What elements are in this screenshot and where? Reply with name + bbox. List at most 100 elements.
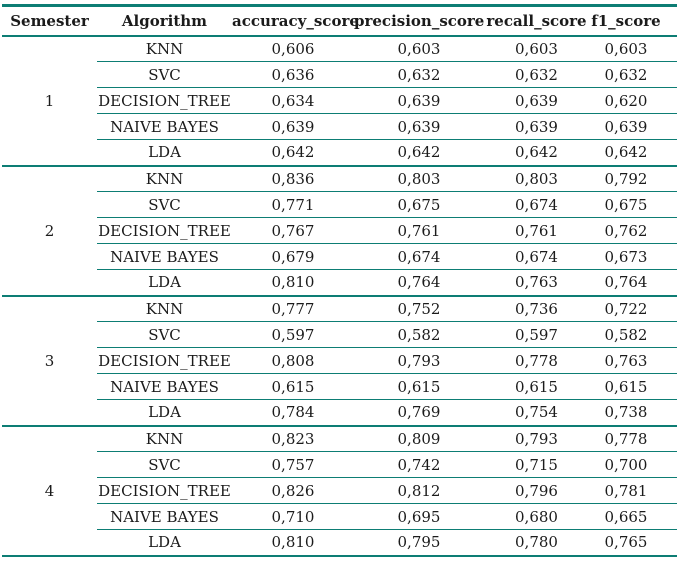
accuracy-score-cell: 0,636 <box>232 61 354 88</box>
f1-score-cell: 0,673 <box>589 243 677 270</box>
f1-score-cell: 0,642 <box>589 139 677 167</box>
recall-score-cell: 0,639 <box>484 87 589 114</box>
f1-score-cell: 0,781 <box>589 477 677 504</box>
f1-score-cell: 0,792 <box>589 165 677 192</box>
table-row: LDA 0,810 0,795 0,780 0,765 <box>2 529 677 557</box>
table-row: 2 KNN 0,836 0,803 0,803 0,792 <box>2 165 677 297</box>
precision-score-cell: 0,764 <box>354 269 484 297</box>
f1-score-cell: 0,665 <box>589 503 677 530</box>
f1-score-cell: 0,722 <box>589 295 677 322</box>
algorithm-cell: DECISION_TREE <box>97 347 232 374</box>
recall-score-cell: 0,642 <box>484 139 589 167</box>
precision-score-cell: 0,674 <box>354 243 484 270</box>
accuracy-score-cell: 0,777 <box>232 295 354 322</box>
precision-score-cell: 0,695 <box>354 503 484 530</box>
precision-score-cell: 0,615 <box>354 373 484 400</box>
column-header-accuracy-score: accuracy_score <box>232 4 359 37</box>
precision-score-cell: 0,793 <box>354 347 484 374</box>
semester-cell: 4 <box>2 425 97 557</box>
recall-score-cell: 0,603 <box>484 35 589 62</box>
precision-score-cell: 0,603 <box>354 35 484 62</box>
semester-cell: 1 <box>2 35 97 167</box>
f1-score-cell: 0,765 <box>589 529 677 557</box>
precision-score-cell: 0,795 <box>354 529 484 557</box>
precision-score-cell: 0,675 <box>354 191 484 218</box>
precision-score-cell: 0,639 <box>354 113 484 140</box>
table-row: DECISION_TREE 0,767 0,761 0,761 0,762 <box>2 217 677 244</box>
f1-score-cell: 0,615 <box>589 373 677 400</box>
algorithm-cell: KNN <box>97 35 232 62</box>
table-row: NAIVE BAYES 0,679 0,674 0,674 0,673 <box>2 243 677 270</box>
accuracy-score-cell: 0,634 <box>232 87 354 114</box>
algorithm-cell: LDA <box>97 529 232 557</box>
precision-score-cell: 0,742 <box>354 451 484 478</box>
accuracy-score-cell: 0,679 <box>232 243 354 270</box>
algorithm-cell: NAIVE BAYES <box>97 243 232 270</box>
precision-score-cell: 0,812 <box>354 477 484 504</box>
recall-score-cell: 0,680 <box>484 503 589 530</box>
precision-score-cell: 0,582 <box>354 321 484 348</box>
table-row: NAIVE BAYES 0,639 0,639 0,639 0,639 <box>2 113 677 140</box>
f1-score-cell: 0,762 <box>589 217 677 244</box>
table-row: 3 KNN 0,777 0,752 0,736 0,722 <box>2 295 677 427</box>
table-row: SVC 0,636 0,632 0,632 0,632 <box>2 61 677 88</box>
table-row: SVC 0,757 0,742 0,715 0,700 <box>2 451 677 478</box>
algorithm-cell: KNN <box>97 425 232 452</box>
f1-score-cell: 0,603 <box>589 35 677 62</box>
recall-score-cell: 0,763 <box>484 269 589 297</box>
column-header-f1-score: f1_score <box>589 4 677 37</box>
table-body: 1 KNN 0,606 0,603 0,603 0,603 SVC 0,636 0,632 0,6… <box>2 35 677 557</box>
algorithm-cell: NAIVE BAYES <box>97 373 232 400</box>
accuracy-score-cell: 0,606 <box>232 35 354 62</box>
accuracy-score-cell: 0,808 <box>232 347 354 374</box>
f1-score-cell: 0,738 <box>589 399 677 427</box>
accuracy-score-cell: 0,757 <box>232 451 354 478</box>
accuracy-score-cell: 0,771 <box>232 191 354 218</box>
f1-score-cell: 0,778 <box>589 425 677 452</box>
accuracy-score-cell: 0,639 <box>232 113 354 140</box>
precision-score-cell: 0,769 <box>354 399 484 427</box>
recall-score-cell: 0,780 <box>484 529 589 557</box>
accuracy-score-cell: 0,810 <box>232 529 354 557</box>
column-header-semester: Semester <box>2 4 97 37</box>
f1-score-cell: 0,620 <box>589 87 677 114</box>
recall-score-cell: 0,615 <box>484 373 589 400</box>
precision-score-cell: 0,809 <box>354 425 484 452</box>
algorithm-cell: SVC <box>97 451 232 478</box>
algorithm-cell: LDA <box>97 269 232 297</box>
f1-score-cell: 0,582 <box>589 321 677 348</box>
table-row: DECISION_TREE 0,826 0,812 0,796 0,781 <box>2 477 677 504</box>
precision-score-cell: 0,639 <box>354 87 484 114</box>
table-row: NAIVE BAYES 0,710 0,695 0,680 0,665 <box>2 503 677 530</box>
recall-score-cell: 0,796 <box>484 477 589 504</box>
header-row: Semester Algorithm accuracy_score precision… <box>2 4 677 37</box>
column-header-algorithm: Algorithm <box>97 4 232 37</box>
recall-score-cell: 0,597 <box>484 321 589 348</box>
algorithm-cell: NAIVE BAYES <box>97 503 232 530</box>
algorithm-cell: SVC <box>97 191 232 218</box>
recall-score-cell: 0,754 <box>484 399 589 427</box>
recall-score-cell: 0,674 <box>484 191 589 218</box>
recall-score-cell: 0,674 <box>484 243 589 270</box>
recall-score-cell: 0,803 <box>484 165 589 192</box>
table-row: 4 KNN 0,823 0,809 0,793 0,778 <box>2 425 677 557</box>
precision-score-cell: 0,642 <box>354 139 484 167</box>
recall-score-cell: 0,761 <box>484 217 589 244</box>
classification-results-table: Semester Algorithm accuracy_score precision… <box>2 4 677 557</box>
f1-score-cell: 0,639 <box>589 113 677 140</box>
table-header: Semester Algorithm accuracy_score precision… <box>2 4 677 37</box>
precision-score-cell: 0,803 <box>354 165 484 192</box>
accuracy-score-cell: 0,784 <box>232 399 354 427</box>
accuracy-score-cell: 0,823 <box>232 425 354 452</box>
f1-score-cell: 0,764 <box>589 269 677 297</box>
accuracy-score-cell: 0,642 <box>232 139 354 167</box>
precision-score-cell: 0,761 <box>354 217 484 244</box>
column-header-recall-score: recall_score <box>484 4 589 37</box>
table-row: LDA 0,784 0,769 0,754 0,738 <box>2 399 677 427</box>
algorithm-cell: SVC <box>97 61 232 88</box>
accuracy-score-cell: 0,826 <box>232 477 354 504</box>
algorithm-cell: DECISION_TREE <box>97 217 232 244</box>
recall-score-cell: 0,793 <box>484 425 589 452</box>
table-row: DECISION_TREE 0,634 0,639 0,639 0,620 <box>2 87 677 114</box>
